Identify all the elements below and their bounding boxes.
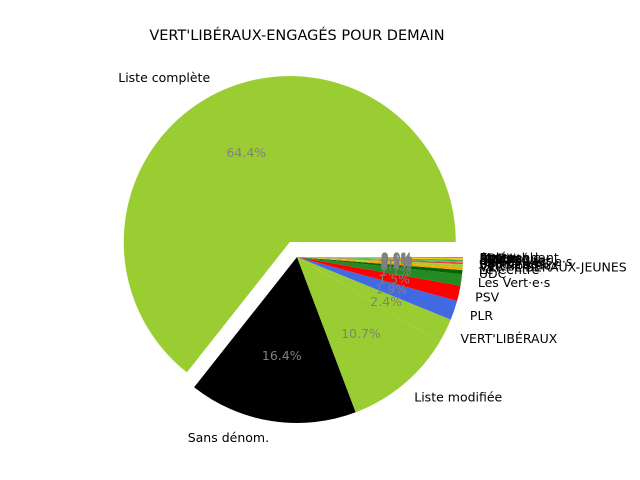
pie-percent-label-pdc: 0.0%	[381, 250, 413, 265]
pie-percent-label-udc: 0.4%	[380, 259, 412, 274]
pie-percent-label-solidarites: 0.1%	[381, 253, 413, 268]
pie-percent-label-mobilite: 0.0%	[381, 250, 413, 265]
pie-slice-ps	[297, 257, 463, 263]
pie-slice-udc-jeunes	[297, 257, 463, 261]
pie-percent-label-liste-modifiee: 10.7%	[341, 326, 381, 341]
pie-percent-label-jeunes-vert-e-s: 0.1%	[381, 252, 413, 267]
pie-slice-liste-modifiee	[297, 257, 440, 413]
pie-percent-label-psv: 1.5%	[378, 271, 410, 286]
pie-category-label-pirates: Pirates	[480, 250, 523, 265]
pie-category-label-ensemble: Ensemble	[480, 250, 542, 265]
pie-category-label-liste-complete: Liste complète	[118, 70, 210, 85]
pie-percent-label-liste-complete: 64.4%	[226, 145, 266, 160]
pie-slice-vert-liberaux	[297, 257, 463, 265]
pie-percent-label-vert-liberaux: 0.1%	[381, 254, 413, 269]
pie-percent-label-les-vert-e-s: 1.1%	[380, 263, 412, 278]
pie-category-labels: Liste complète Sans dénom. Liste modifiée V…	[118, 70, 627, 445]
pie-percent-label-ps: 0.1%	[381, 253, 413, 268]
pie-percent-label-sans-denom: 16.4%	[262, 348, 302, 363]
pie-category-label-vert-liberaux-jeunes: VERT'LIBÉRAUX-JEUNES	[479, 259, 626, 274]
pie-slice-vert-liberaux-jeunes	[297, 257, 463, 268]
pie-slice-solidarites	[297, 257, 463, 264]
pie-slice-les-vert-e-s	[297, 257, 463, 286]
pie-percent-label-le-centre: 0.3%	[380, 256, 412, 271]
pie-category-label-independant: Indépendant	[480, 250, 559, 265]
pie-percent-label-independant: 0.0%	[381, 250, 413, 265]
pie-percent-label-udc-jeunes: 0.1%	[381, 251, 413, 266]
pie-category-label-ps: PS	[480, 255, 496, 270]
pie-category-label-udc-jeunes: UDC Jeunes	[480, 253, 553, 268]
pie-slice-jeunes-vert-e-s	[297, 257, 463, 262]
pie-category-label-pev: PEV	[480, 252, 504, 267]
pie-slice-pirates	[297, 257, 463, 258]
pie-slice-ensemble	[297, 257, 463, 258]
pie-category-label-liste-modifiee: Liste modifiée	[414, 389, 502, 404]
pie-category-label-autre: Autre	[480, 250, 514, 265]
pie-percent-label-vert-liberaux: 2.4%	[370, 294, 402, 309]
pie-slices	[123, 76, 463, 423]
pie-category-label-sans-denom: Sans dénom.	[188, 430, 269, 445]
pie-percent-label-plr: 1.9%	[375, 282, 407, 297]
pie-slice-sans-denom	[194, 257, 356, 423]
pie-slice-pev	[297, 257, 463, 260]
pie-slice-udc	[297, 257, 463, 275]
pie-percent-label-pev: 0.1%	[381, 251, 413, 266]
pie-category-label-solidarites: Solidarités	[479, 256, 545, 271]
pie-category-label-vert-liberaux: Vert'libéraux	[479, 258, 558, 273]
pie-slice-plr	[297, 257, 458, 320]
pie-category-label-psv: PSV	[475, 289, 499, 304]
pie-category-label-le-centre: Le Centre	[479, 262, 540, 277]
pie-category-label-mobilite: Mobilité	[480, 251, 530, 266]
pie-category-label-les-vert-e-s: Les Vert·e·s	[478, 275, 550, 290]
pie-slice-mobilite	[297, 257, 463, 259]
pie-percent-labels: 64.4% 16.4% 10.7% 2.4%1.9%1.5%1.1%0.4%0.3%0…	[226, 145, 412, 363]
pie-slice-psv	[297, 257, 461, 301]
pie-percent-label-autre: 0.0%	[381, 250, 413, 265]
pie-percent-label-pirates: 0.0%	[381, 250, 413, 265]
pie-slice-le-centre	[297, 257, 463, 271]
pie-percent-label-vert-liberaux-jeunes: 0.2%	[381, 255, 413, 270]
pie-slice-vert-liberaux	[297, 257, 451, 342]
pie-category-label-udc: UDC	[479, 266, 507, 281]
pie-slice-pdc	[297, 257, 463, 259]
pie-category-label-pdc: PDC	[480, 251, 506, 266]
pie-category-label-plr: PLR	[470, 308, 494, 323]
pie-percent-label-ensemble: 0.0%	[381, 250, 413, 265]
pie-slice-liste-complete	[123, 76, 456, 373]
pie-category-label-jeunes-vert-e-s: Jeunes Vert·e·s	[479, 254, 573, 269]
pie-category-label-vert-liberaux: VERT'LIBÉRAUX	[460, 331, 557, 346]
chart-title: VERT'LIBÉRAUX-ENGAGÉS POUR DEMAIN	[149, 27, 444, 44]
